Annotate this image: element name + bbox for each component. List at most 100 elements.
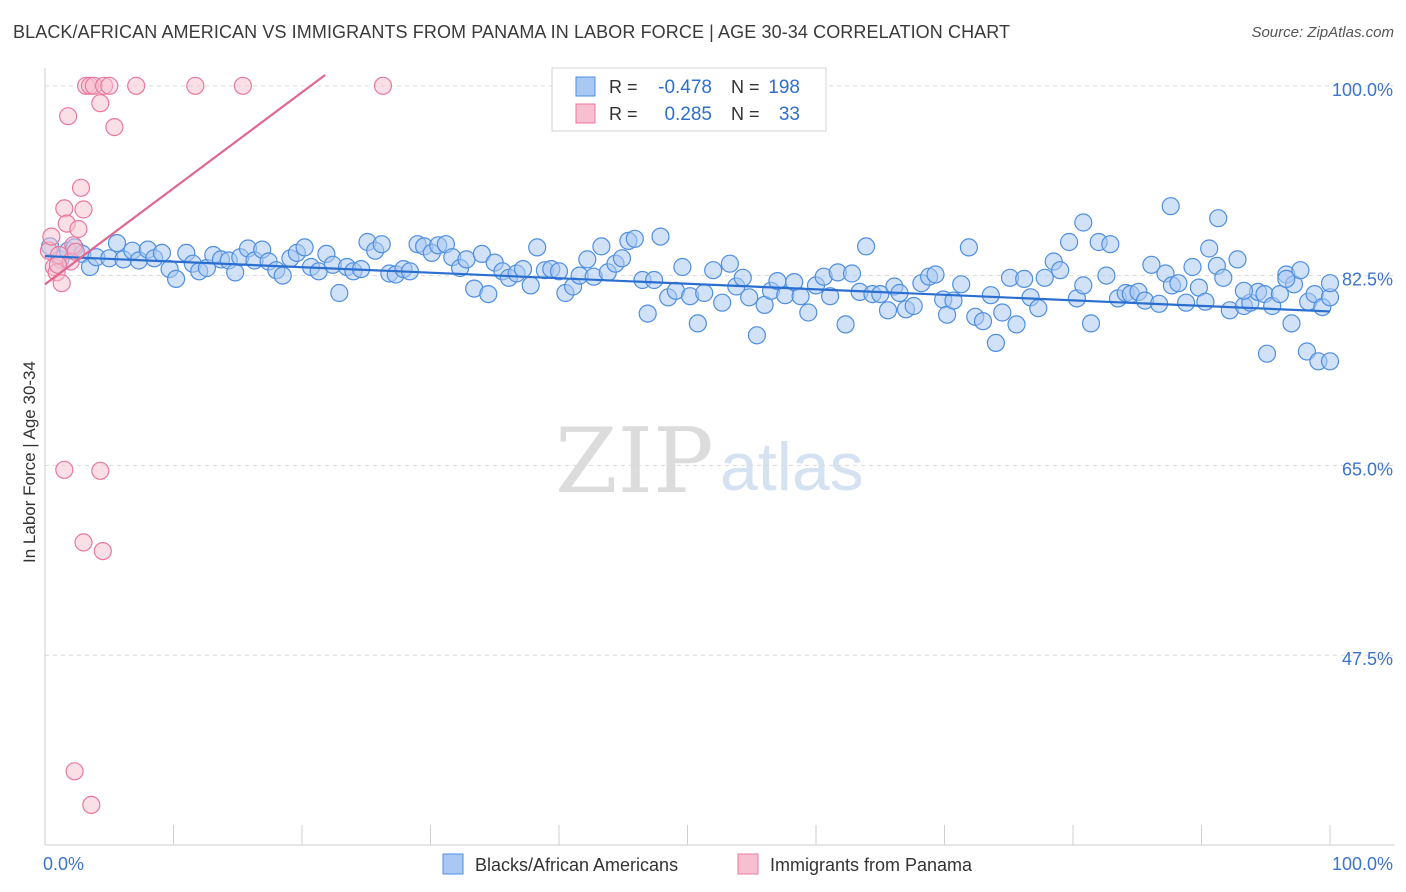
point-blacks [704, 261, 723, 280]
point-blacks [372, 235, 391, 254]
point-blacks [612, 249, 632, 268]
point-blacks [1074, 276, 1093, 295]
point-blacks [1282, 314, 1301, 333]
point-blacks [986, 333, 1006, 352]
point-blacks [1200, 239, 1219, 258]
watermark-atlas: atlas [720, 429, 864, 505]
point-blacks [513, 260, 533, 279]
svg-text:R =: R = [609, 77, 638, 97]
point-blacks [521, 276, 540, 295]
point-blacks [871, 285, 890, 304]
point-blacks [740, 288, 759, 307]
point-blacks [578, 250, 597, 269]
point-panama [65, 762, 84, 781]
point-blacks [1270, 285, 1290, 304]
legend-n-label-blue: N = [731, 77, 760, 97]
y-tick-label: 65.0% [1342, 459, 1393, 479]
trend-line-blacks [44, 255, 1331, 313]
point-blacks [549, 262, 569, 281]
point-blacks [1320, 274, 1340, 293]
point-blacks [226, 263, 245, 282]
point-blacks [167, 269, 186, 288]
point-blacks [713, 293, 732, 312]
point-blacks [152, 243, 171, 262]
grid-lines [45, 85, 1395, 656]
point-blacks [592, 237, 611, 256]
point-panama [42, 227, 61, 246]
legend-r-value-pink: 0.285 [664, 104, 712, 125]
point-blacks [1074, 213, 1093, 232]
point-panama [74, 200, 93, 219]
point-blacks [799, 303, 818, 322]
point-blacks [644, 270, 664, 290]
correlation-legend: R = -0.478 N = 198 R = 0.285 N = 33 [551, 67, 827, 132]
point-blacks [1291, 261, 1310, 280]
point-blacks [993, 303, 1012, 322]
point-panama [71, 178, 91, 197]
point-blacks [1142, 255, 1161, 274]
point-blacks [1228, 250, 1247, 269]
point-panama [58, 107, 78, 126]
legend-item-blacks-label: Blacks/African Americans [475, 855, 678, 875]
watermark-zip: ZIP [555, 409, 714, 514]
point-blacks [1176, 293, 1196, 312]
point-panama [82, 795, 101, 815]
point-panama [91, 94, 110, 113]
point-blacks [952, 275, 971, 294]
svg-text:R =: R = [609, 104, 638, 124]
point-blacks [973, 312, 993, 331]
point-blacks [1214, 268, 1233, 287]
point-blacks [1029, 299, 1048, 318]
point-panama [74, 533, 93, 552]
point-blacks [1097, 266, 1116, 285]
legend-n-value-pink: 33 [779, 104, 800, 125]
point-blacks [1183, 257, 1202, 277]
legend-r-label-pink: R = [609, 104, 638, 124]
point-blacks [1035, 268, 1054, 287]
point-blacks [330, 283, 349, 303]
legend-r-value-blue: -0.478 [658, 77, 712, 98]
y-tick-label: 100.0% [1332, 80, 1393, 100]
point-panama [105, 117, 124, 137]
point-blacks [1161, 197, 1180, 216]
point-blacks [1051, 261, 1070, 280]
point-blacks [878, 301, 898, 320]
x-tick-label: 0.0% [43, 854, 84, 874]
point-panama [55, 460, 74, 479]
point-blacks [673, 257, 692, 277]
point-blacks [528, 238, 547, 257]
y-tick-label: 47.5% [1342, 649, 1393, 669]
point-blacks [856, 237, 876, 256]
point-blacks [1169, 274, 1188, 293]
point-blacks [791, 287, 810, 306]
point-blacks [1007, 315, 1026, 334]
point-blacks [1277, 269, 1296, 288]
x-tick-label: 100.0% [1332, 854, 1393, 874]
legend-item-panama-swatch [737, 853, 759, 875]
point-blacks [688, 314, 707, 333]
point-blacks [747, 326, 767, 345]
chart-title: BLACK/AFRICAN AMERICAN VS IMMIGRANTS FRO… [13, 22, 1011, 42]
point-blacks [720, 254, 740, 273]
point-panama [373, 76, 393, 95]
point-blacks [273, 266, 292, 285]
point-blacks [733, 268, 752, 287]
point-panama [55, 199, 74, 218]
point-panama [93, 541, 112, 561]
legend-n-label-pink: N = [731, 104, 760, 124]
point-blacks [959, 238, 979, 257]
point-blacks [1320, 352, 1340, 371]
point-panama [233, 76, 252, 95]
legend-swatch-blue [575, 76, 596, 97]
point-blacks [625, 229, 644, 248]
point-blacks [695, 283, 714, 303]
point-panama [69, 219, 88, 239]
y-axis-label: In Labor Force | Age 30-34 [20, 361, 39, 563]
point-blacks [1059, 232, 1079, 252]
axes [44, 68, 1395, 846]
point-blacks [107, 234, 127, 253]
point-blacks [1196, 292, 1215, 311]
trend-line-panama [44, 74, 326, 286]
point-blacks [457, 250, 476, 269]
